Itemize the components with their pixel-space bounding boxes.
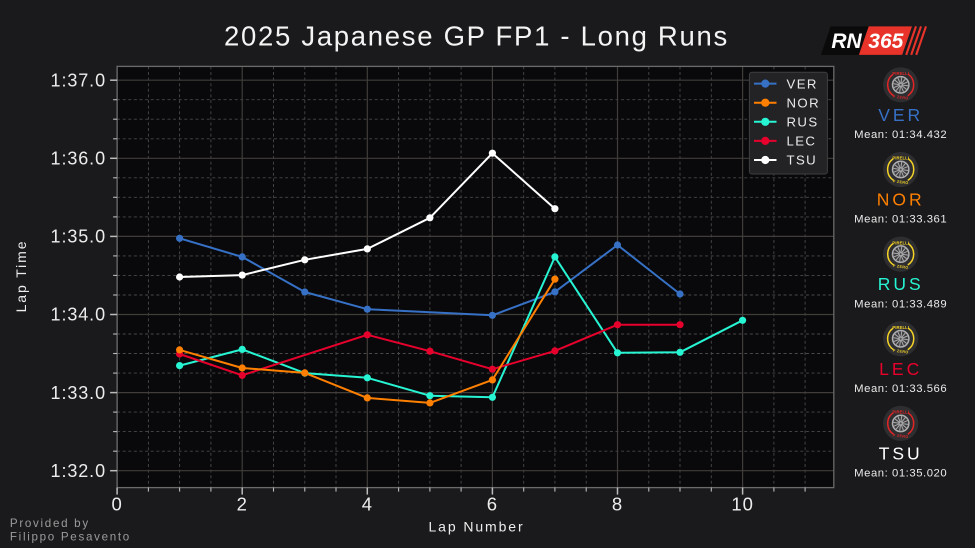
svg-text:P ZERO: P ZERO (893, 433, 909, 439)
svg-text:TSU: TSU (787, 153, 818, 168)
svg-text:P ZERO: P ZERO (893, 349, 909, 355)
svg-text:LEC: LEC (787, 134, 817, 149)
svg-text:Lap Time: Lap Time (13, 240, 29, 313)
svg-text:2025 Japanese GP FP1 - Long Ru: 2025 Japanese GP FP1 - Long Runs (224, 20, 729, 51)
svg-text:VER: VER (878, 105, 923, 125)
svg-text:PIRELLI: PIRELLI (892, 156, 909, 161)
svg-text:Mean: 01:34.432: Mean: 01:34.432 (854, 129, 947, 141)
svg-text:PIRELLI: PIRELLI (892, 71, 909, 76)
svg-text:NOR: NOR (877, 190, 925, 210)
svg-text:Filippo Pesavento: Filippo Pesavento (10, 530, 131, 543)
svg-text:Mean: 01:33.489: Mean: 01:33.489 (854, 298, 947, 310)
svg-text:LEC: LEC (879, 359, 922, 379)
svg-text:365: 365 (868, 30, 903, 53)
svg-text:1:37.0: 1:37.0 (51, 70, 106, 90)
svg-text:NOR: NOR (787, 95, 821, 110)
svg-text:4: 4 (362, 494, 373, 515)
svg-text:P ZERO: P ZERO (893, 179, 909, 185)
svg-text:P ZERO: P ZERO (893, 264, 909, 270)
svg-text:1:34.0: 1:34.0 (51, 305, 106, 325)
svg-text:RN: RN (831, 30, 862, 53)
svg-text:RUS: RUS (787, 115, 819, 130)
svg-text:P ZERO: P ZERO (893, 95, 909, 101)
svg-text:PIRELLI: PIRELLI (892, 410, 909, 415)
svg-text:VER: VER (787, 76, 818, 91)
svg-text:2: 2 (237, 494, 248, 515)
svg-text:Lap Number: Lap Number (428, 519, 524, 535)
svg-text:PIRELLI: PIRELLI (892, 240, 909, 245)
svg-text:10: 10 (731, 494, 753, 515)
svg-text:1:36.0: 1:36.0 (51, 149, 106, 169)
svg-text:1:35.0: 1:35.0 (51, 227, 106, 247)
svg-text:8: 8 (612, 494, 623, 515)
svg-text:TSU: TSU (879, 444, 923, 464)
svg-text:1:33.0: 1:33.0 (51, 383, 106, 403)
svg-text:Provided by: Provided by (10, 517, 90, 530)
svg-text:1:32.0: 1:32.0 (51, 461, 106, 481)
svg-text:RUS: RUS (878, 274, 924, 294)
svg-text:Mean: 01:33.361: Mean: 01:33.361 (854, 214, 947, 226)
svg-text:PIRELLI: PIRELLI (892, 325, 909, 330)
svg-text:6: 6 (487, 494, 498, 515)
svg-text:Mean: 01:33.566: Mean: 01:33.566 (854, 383, 947, 395)
svg-text:0: 0 (111, 494, 122, 515)
svg-text:Mean: 01:35.020: Mean: 01:35.020 (854, 468, 947, 480)
